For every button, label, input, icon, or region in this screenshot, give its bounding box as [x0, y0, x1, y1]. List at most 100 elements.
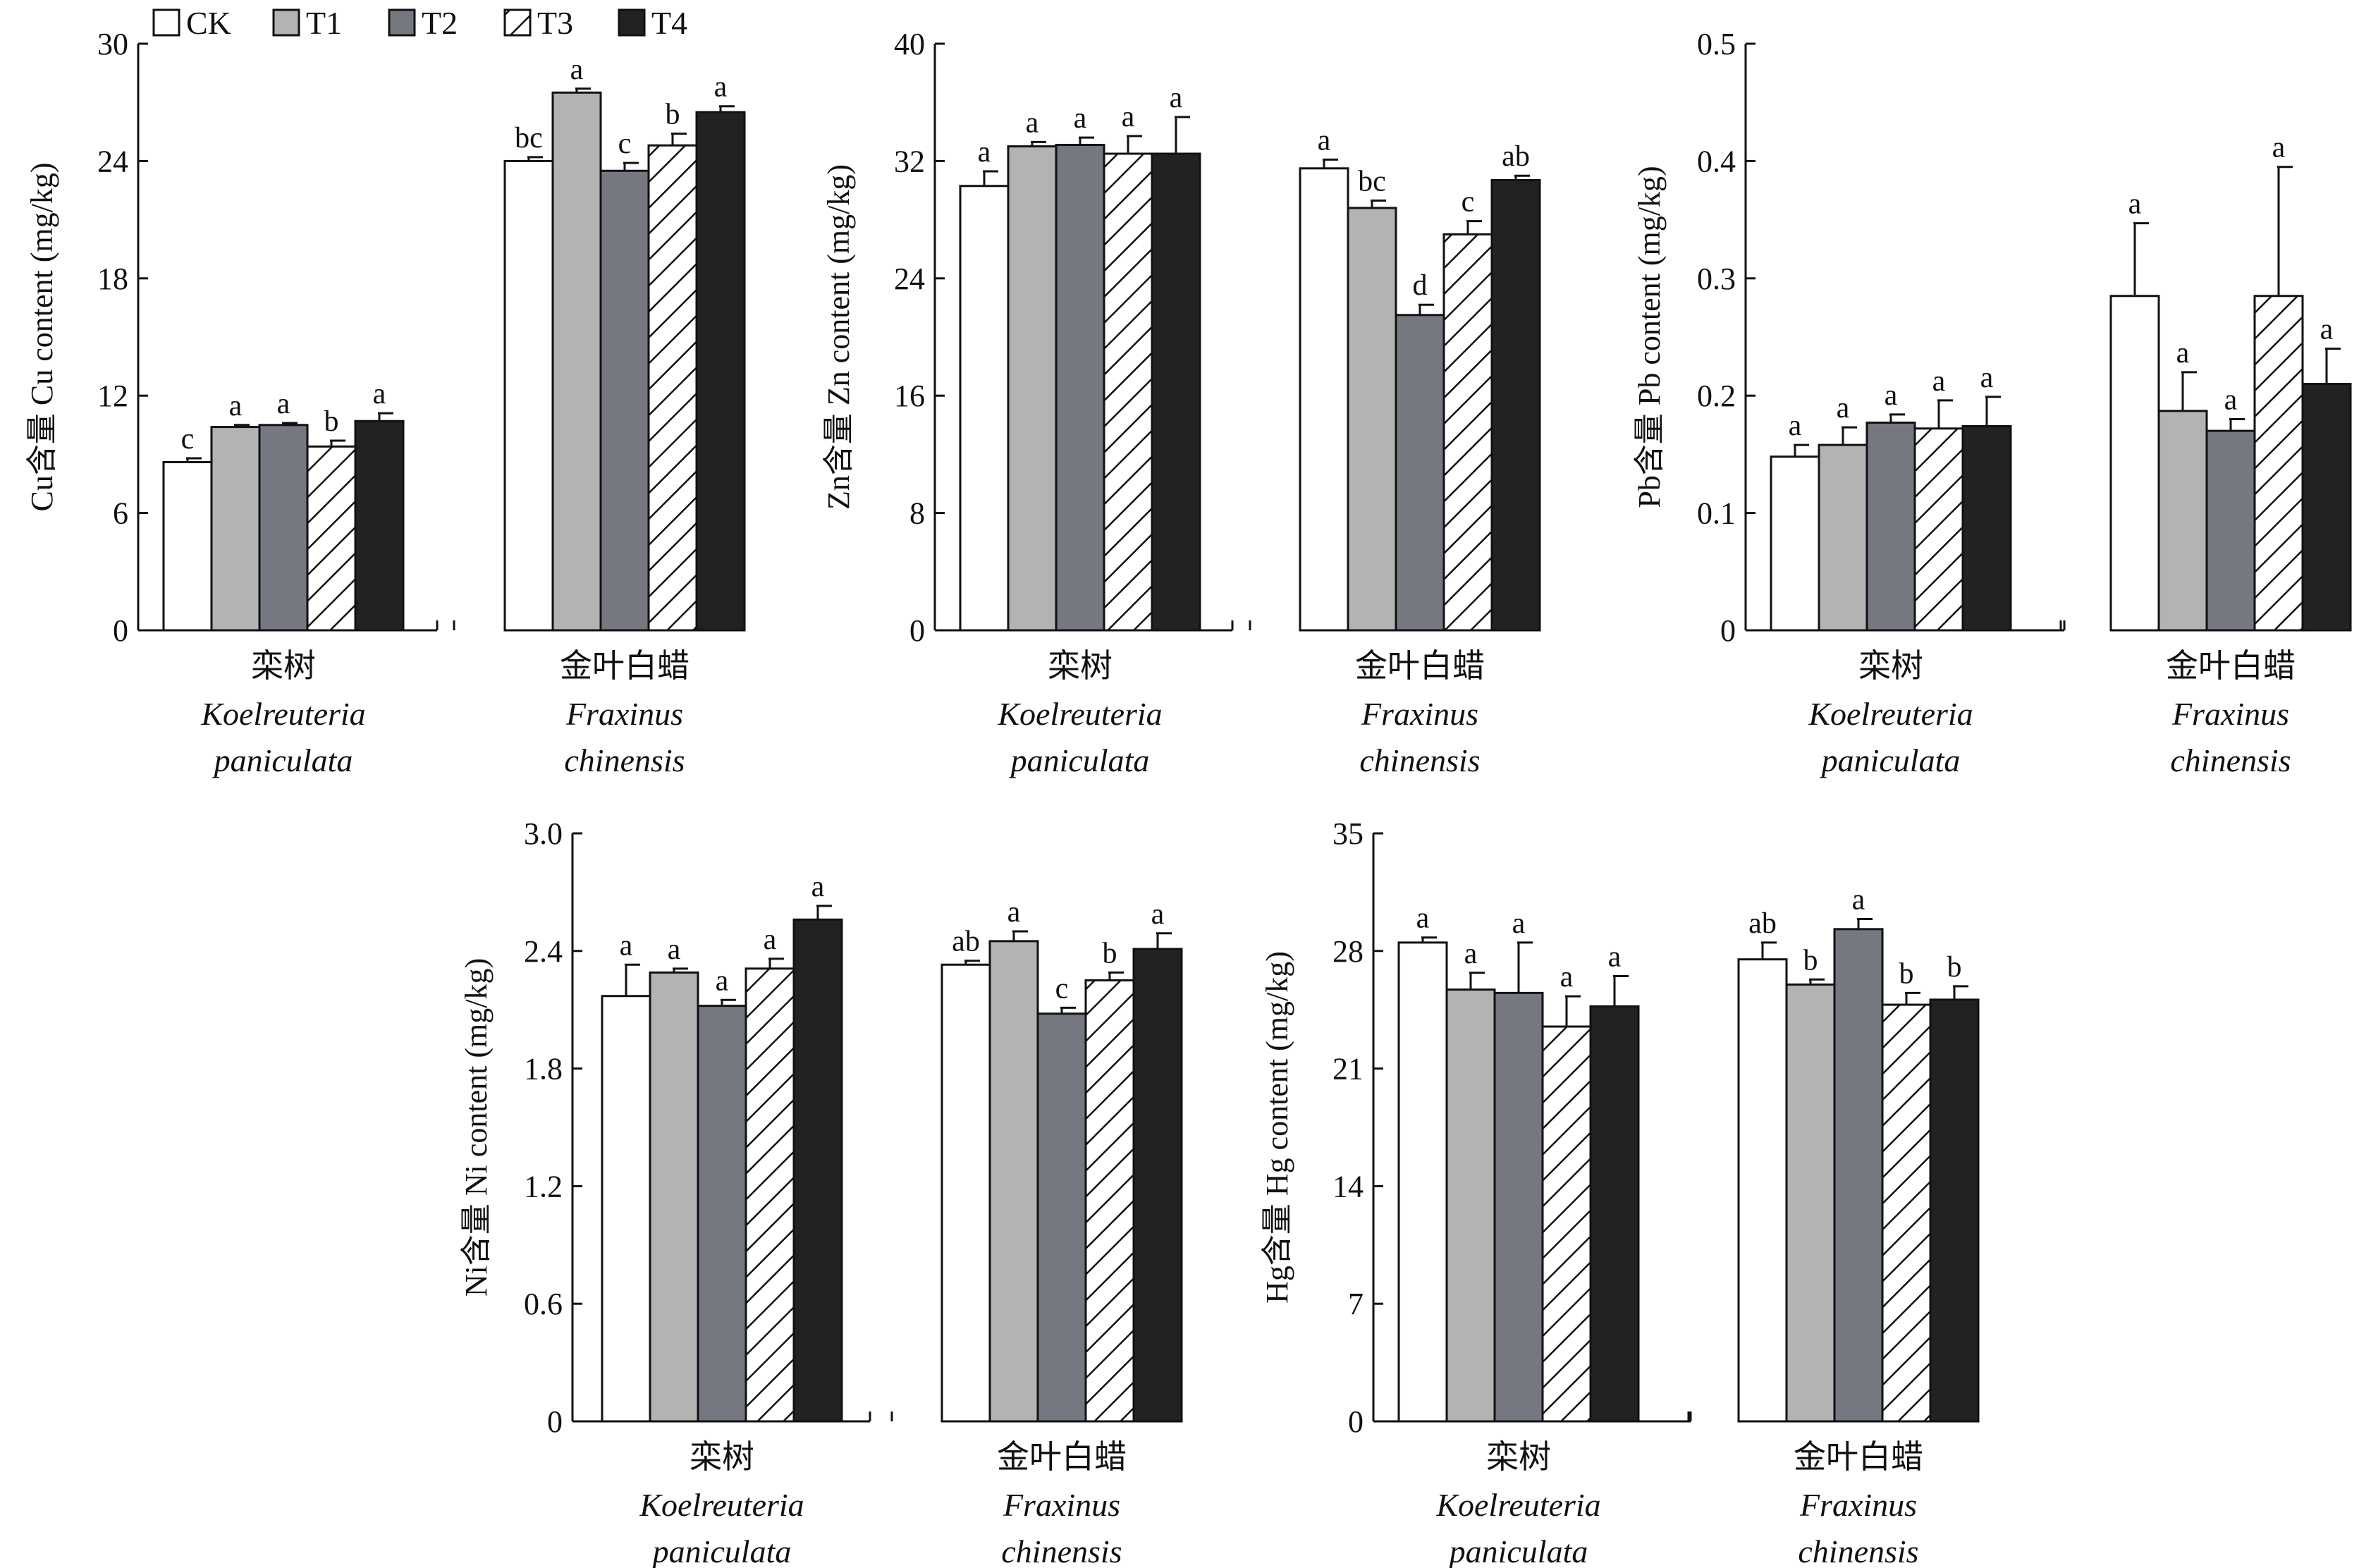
category-label-latin: paniculata — [1009, 742, 1150, 778]
error-bar — [623, 161, 639, 171]
y-tick-label: 30 — [97, 27, 128, 61]
y-tick-label: 40 — [894, 27, 925, 61]
error-bar — [1809, 978, 1825, 985]
significance-label: a — [764, 924, 777, 956]
bar-t1 — [1445, 988, 1496, 1423]
bar-t4 — [1132, 948, 1183, 1423]
significance-label: a — [2320, 314, 2334, 346]
bar-t4 — [1490, 178, 1541, 632]
bar-ck — [1299, 167, 1349, 632]
y-tick-label: 8 — [909, 496, 925, 531]
error-bar — [1857, 918, 1873, 929]
significance-label: a — [1007, 896, 1021, 929]
bar-t3 — [1541, 1025, 1592, 1423]
category-label-cn: 栾树 — [251, 648, 316, 684]
category-label-latin: Fraxinus — [1799, 1487, 1917, 1523]
significance-label: a — [1789, 410, 1802, 442]
category-label-latin: Fraxinus — [1003, 1487, 1120, 1523]
significance-label: a — [1837, 392, 1850, 424]
bar-ck — [1737, 958, 1788, 1423]
bar-t2 — [2205, 429, 2256, 632]
bar-t4 — [1151, 152, 1201, 632]
cu-chart: 0 6 12 18 24 30 c a a b a 栾树 Koelreuteria paniculata b… — [25, 27, 746, 778]
error-bar — [719, 105, 735, 113]
y-tick-label: 1.8 — [524, 1052, 563, 1086]
significance-label: c — [1055, 972, 1069, 1005]
legend-label-t3: T3 — [537, 5, 573, 41]
pb-chart: 0 0.1 0.2 0.3 0.4 0.5 a a a a a 栾树 Koelreuteria panic… — [1632, 27, 2352, 778]
y-tick-label: 2.4 — [524, 934, 563, 969]
bar-t3 — [1881, 1003, 1932, 1423]
error-bar — [1565, 995, 1581, 1027]
y-tick-label: 32 — [894, 144, 925, 178]
significance-label: a — [716, 964, 729, 997]
legend-item-t1: T1 — [272, 5, 342, 41]
bar-t2 — [1036, 1012, 1087, 1423]
legend-label-t4: T4 — [651, 5, 687, 41]
significance-label: a — [1170, 82, 1183, 114]
bar-t2 — [1055, 144, 1105, 632]
legend-item-ck: CK — [152, 5, 231, 41]
significance-label: a — [1416, 902, 1430, 935]
significance-label: a — [1885, 379, 1898, 412]
legend-swatch-ck — [152, 8, 180, 37]
significance-label: a — [1932, 365, 1946, 398]
significance-label: a — [1464, 938, 1478, 970]
significance-label: ab — [952, 926, 980, 958]
legend-swatch-t2 — [388, 8, 416, 37]
bar-ck — [2109, 295, 2160, 632]
bar-t4 — [354, 419, 405, 632]
significance-label: a — [1318, 124, 1331, 157]
bar-ck — [503, 159, 554, 632]
y-tick-label: 0 — [1720, 613, 1736, 648]
bar-t1 — [1818, 443, 1868, 632]
legend-swatch-t3 — [503, 8, 532, 37]
category-label-cn: 金叶白蜡 — [997, 1439, 1127, 1475]
error-bar — [964, 960, 980, 965]
bar-t4 — [2301, 383, 2352, 632]
y-tick-label: 18 — [97, 262, 128, 296]
significance-label: c — [618, 128, 632, 160]
significance-label: ab — [1502, 140, 1530, 173]
bar-t4 — [1929, 998, 1980, 1423]
significance-label: a — [714, 71, 728, 104]
category-label-latin: chinensis — [1798, 1533, 1918, 1568]
significance-label: a — [2128, 188, 2142, 221]
significance-label: b — [1899, 957, 1914, 990]
y-tick-label: 28 — [1332, 934, 1364, 969]
significance-label: a — [277, 388, 290, 420]
bar-ck — [601, 995, 651, 1423]
y-tick-label: 0.5 — [1697, 27, 1736, 61]
y-axis-label: Pb含量 Pb content (mg/kg) — [1632, 166, 1667, 508]
error-bar — [1079, 136, 1094, 145]
y-tick-label: 35 — [1332, 816, 1364, 851]
bar-t1 — [2157, 410, 2208, 632]
significance-label: a — [2272, 132, 2286, 164]
hg-chart: 0 7 14 21 28 35 a a a a a 栾树 Koelreuteria paniculata a… — [1260, 816, 1980, 1568]
error-bar — [2325, 348, 2341, 384]
error-bar — [625, 963, 640, 996]
legend-item-t3: T3 — [503, 5, 573, 41]
y-tick-label: 16 — [894, 379, 925, 413]
y-tick-label: 0.4 — [1697, 144, 1736, 178]
error-bar — [1469, 972, 1485, 990]
bar-t2 — [1395, 314, 1445, 632]
category-label-latin: Fraxinus — [1361, 696, 1478, 732]
bar-ck — [959, 185, 1010, 632]
significance-label: c — [1462, 186, 1475, 219]
error-bar — [1953, 985, 1968, 1000]
error-bar — [1421, 936, 1437, 943]
bar-t4 — [792, 918, 843, 1423]
significance-label: a — [620, 929, 633, 962]
error-bar — [1012, 930, 1028, 941]
error-bar — [1175, 116, 1190, 154]
significance-label: a — [1560, 961, 1574, 993]
significance-label: a — [1980, 362, 1994, 394]
ni-chart: 0 0.6 1.2 1.8 2.4 3.0 a a a a a 栾树 Koelreuteria panic… — [459, 816, 1183, 1568]
error-bar — [1108, 971, 1124, 981]
category-label-latin: Koelreuteria — [200, 696, 365, 732]
error-bar — [1613, 975, 1629, 1007]
significance-label: a — [2176, 337, 2190, 369]
bar-t3 — [1442, 233, 1493, 632]
